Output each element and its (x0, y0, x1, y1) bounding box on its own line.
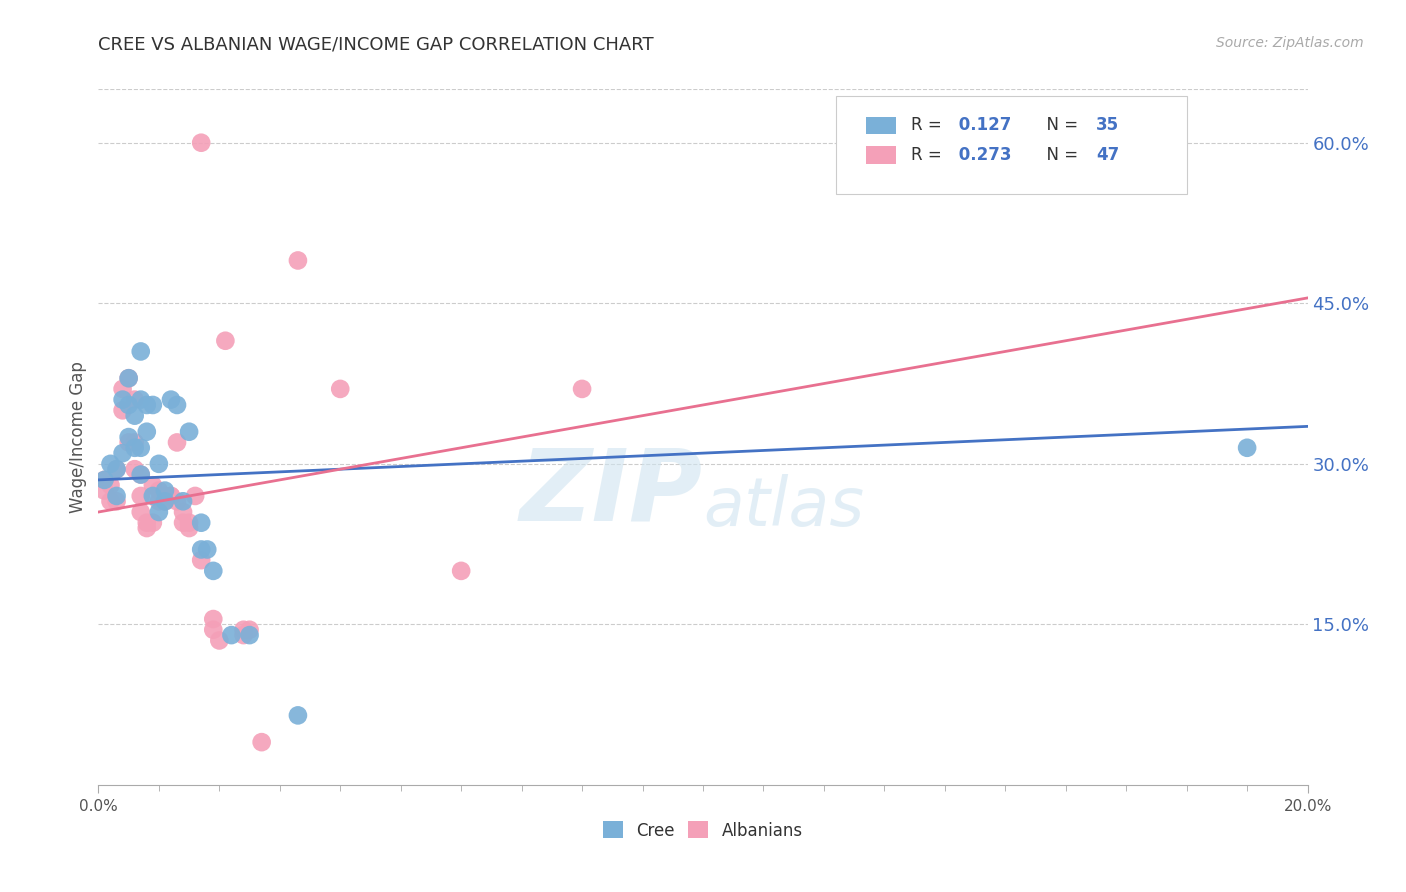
Text: ZIP: ZIP (520, 444, 703, 541)
Point (93, 473, 115, 487)
Text: 0.273: 0.273 (953, 145, 1012, 163)
Point (118, 371, 141, 385)
Point (111, 382, 134, 396)
Point (153, 494, 176, 508)
Point (153, 494, 176, 508)
Point (129, 467, 152, 482)
Point (214, 334, 236, 348)
Point (153, 489, 176, 503)
Text: R =: R = (911, 116, 948, 135)
Point (105, 462, 128, 476)
Point (221, 628, 243, 642)
Point (287, 708, 309, 723)
Point (148, 505, 170, 519)
Text: CREE VS ALBANIAN WAGE/INCOME GAP CORRELATION CHART: CREE VS ALBANIAN WAGE/INCOME GAP CORRELA… (98, 36, 654, 54)
Point (124, 441, 146, 455)
Point (202, 564, 225, 578)
Point (111, 446, 134, 460)
Point (202, 623, 225, 637)
Text: N =: N = (1035, 116, 1083, 135)
Point (166, 398, 188, 412)
Point (124, 435, 146, 450)
Point (129, 392, 152, 407)
Point (142, 478, 165, 492)
Point (111, 403, 134, 417)
Point (179, 425, 201, 439)
Text: 35: 35 (1097, 116, 1119, 135)
Point (118, 371, 141, 385)
Point (329, 382, 352, 396)
Point (105, 489, 128, 503)
Point (208, 633, 231, 648)
Point (148, 483, 170, 498)
Point (93, 473, 115, 487)
Point (172, 505, 194, 519)
Point (100, 494, 122, 508)
Point (160, 489, 183, 503)
Point (118, 430, 141, 444)
FancyBboxPatch shape (866, 117, 897, 135)
Point (571, 382, 593, 396)
Text: R =: R = (911, 145, 948, 163)
Y-axis label: Wage/Income Gap: Wage/Income Gap (69, 361, 87, 513)
Point (142, 398, 165, 412)
Point (118, 435, 141, 450)
Point (172, 516, 194, 530)
Point (166, 435, 188, 450)
Point (129, 344, 152, 359)
Text: 0.127: 0.127 (953, 116, 1012, 135)
Point (160, 392, 183, 407)
Point (190, 516, 212, 530)
Point (239, 623, 262, 637)
Point (190, 553, 212, 567)
Point (190, 136, 212, 150)
Point (179, 516, 201, 530)
Point (100, 457, 122, 471)
Point (124, 462, 146, 476)
Point (129, 441, 152, 455)
Point (129, 489, 152, 503)
Point (105, 462, 128, 476)
Point (124, 392, 146, 407)
FancyBboxPatch shape (837, 96, 1187, 194)
Point (111, 392, 134, 407)
Text: 47: 47 (1097, 145, 1119, 163)
Text: N =: N = (1035, 145, 1083, 163)
Point (287, 253, 309, 268)
Point (184, 489, 207, 503)
Point (148, 457, 170, 471)
Point (190, 542, 212, 557)
Point (129, 505, 152, 519)
Point (129, 467, 152, 482)
Point (450, 564, 472, 578)
Point (232, 623, 254, 637)
Point (105, 494, 128, 508)
Point (202, 612, 225, 626)
Point (172, 494, 194, 508)
Point (135, 398, 157, 412)
Text: atlas: atlas (703, 474, 865, 540)
Point (1236, 441, 1258, 455)
Point (142, 489, 165, 503)
Point (142, 516, 165, 530)
Point (179, 521, 201, 535)
Text: Source: ZipAtlas.com: Source: ZipAtlas.com (1216, 36, 1364, 50)
Point (135, 516, 157, 530)
Point (232, 628, 254, 642)
Point (239, 628, 262, 642)
FancyBboxPatch shape (866, 146, 897, 163)
Point (135, 521, 157, 535)
Point (250, 735, 273, 749)
Point (148, 494, 170, 508)
Point (153, 483, 176, 498)
Point (195, 542, 218, 557)
Point (124, 409, 146, 423)
Point (93, 483, 115, 498)
Legend: Cree, Albanians: Cree, Albanians (596, 814, 810, 847)
Point (135, 425, 157, 439)
Point (166, 494, 188, 508)
Point (160, 489, 183, 503)
Point (118, 398, 141, 412)
Point (100, 478, 122, 492)
